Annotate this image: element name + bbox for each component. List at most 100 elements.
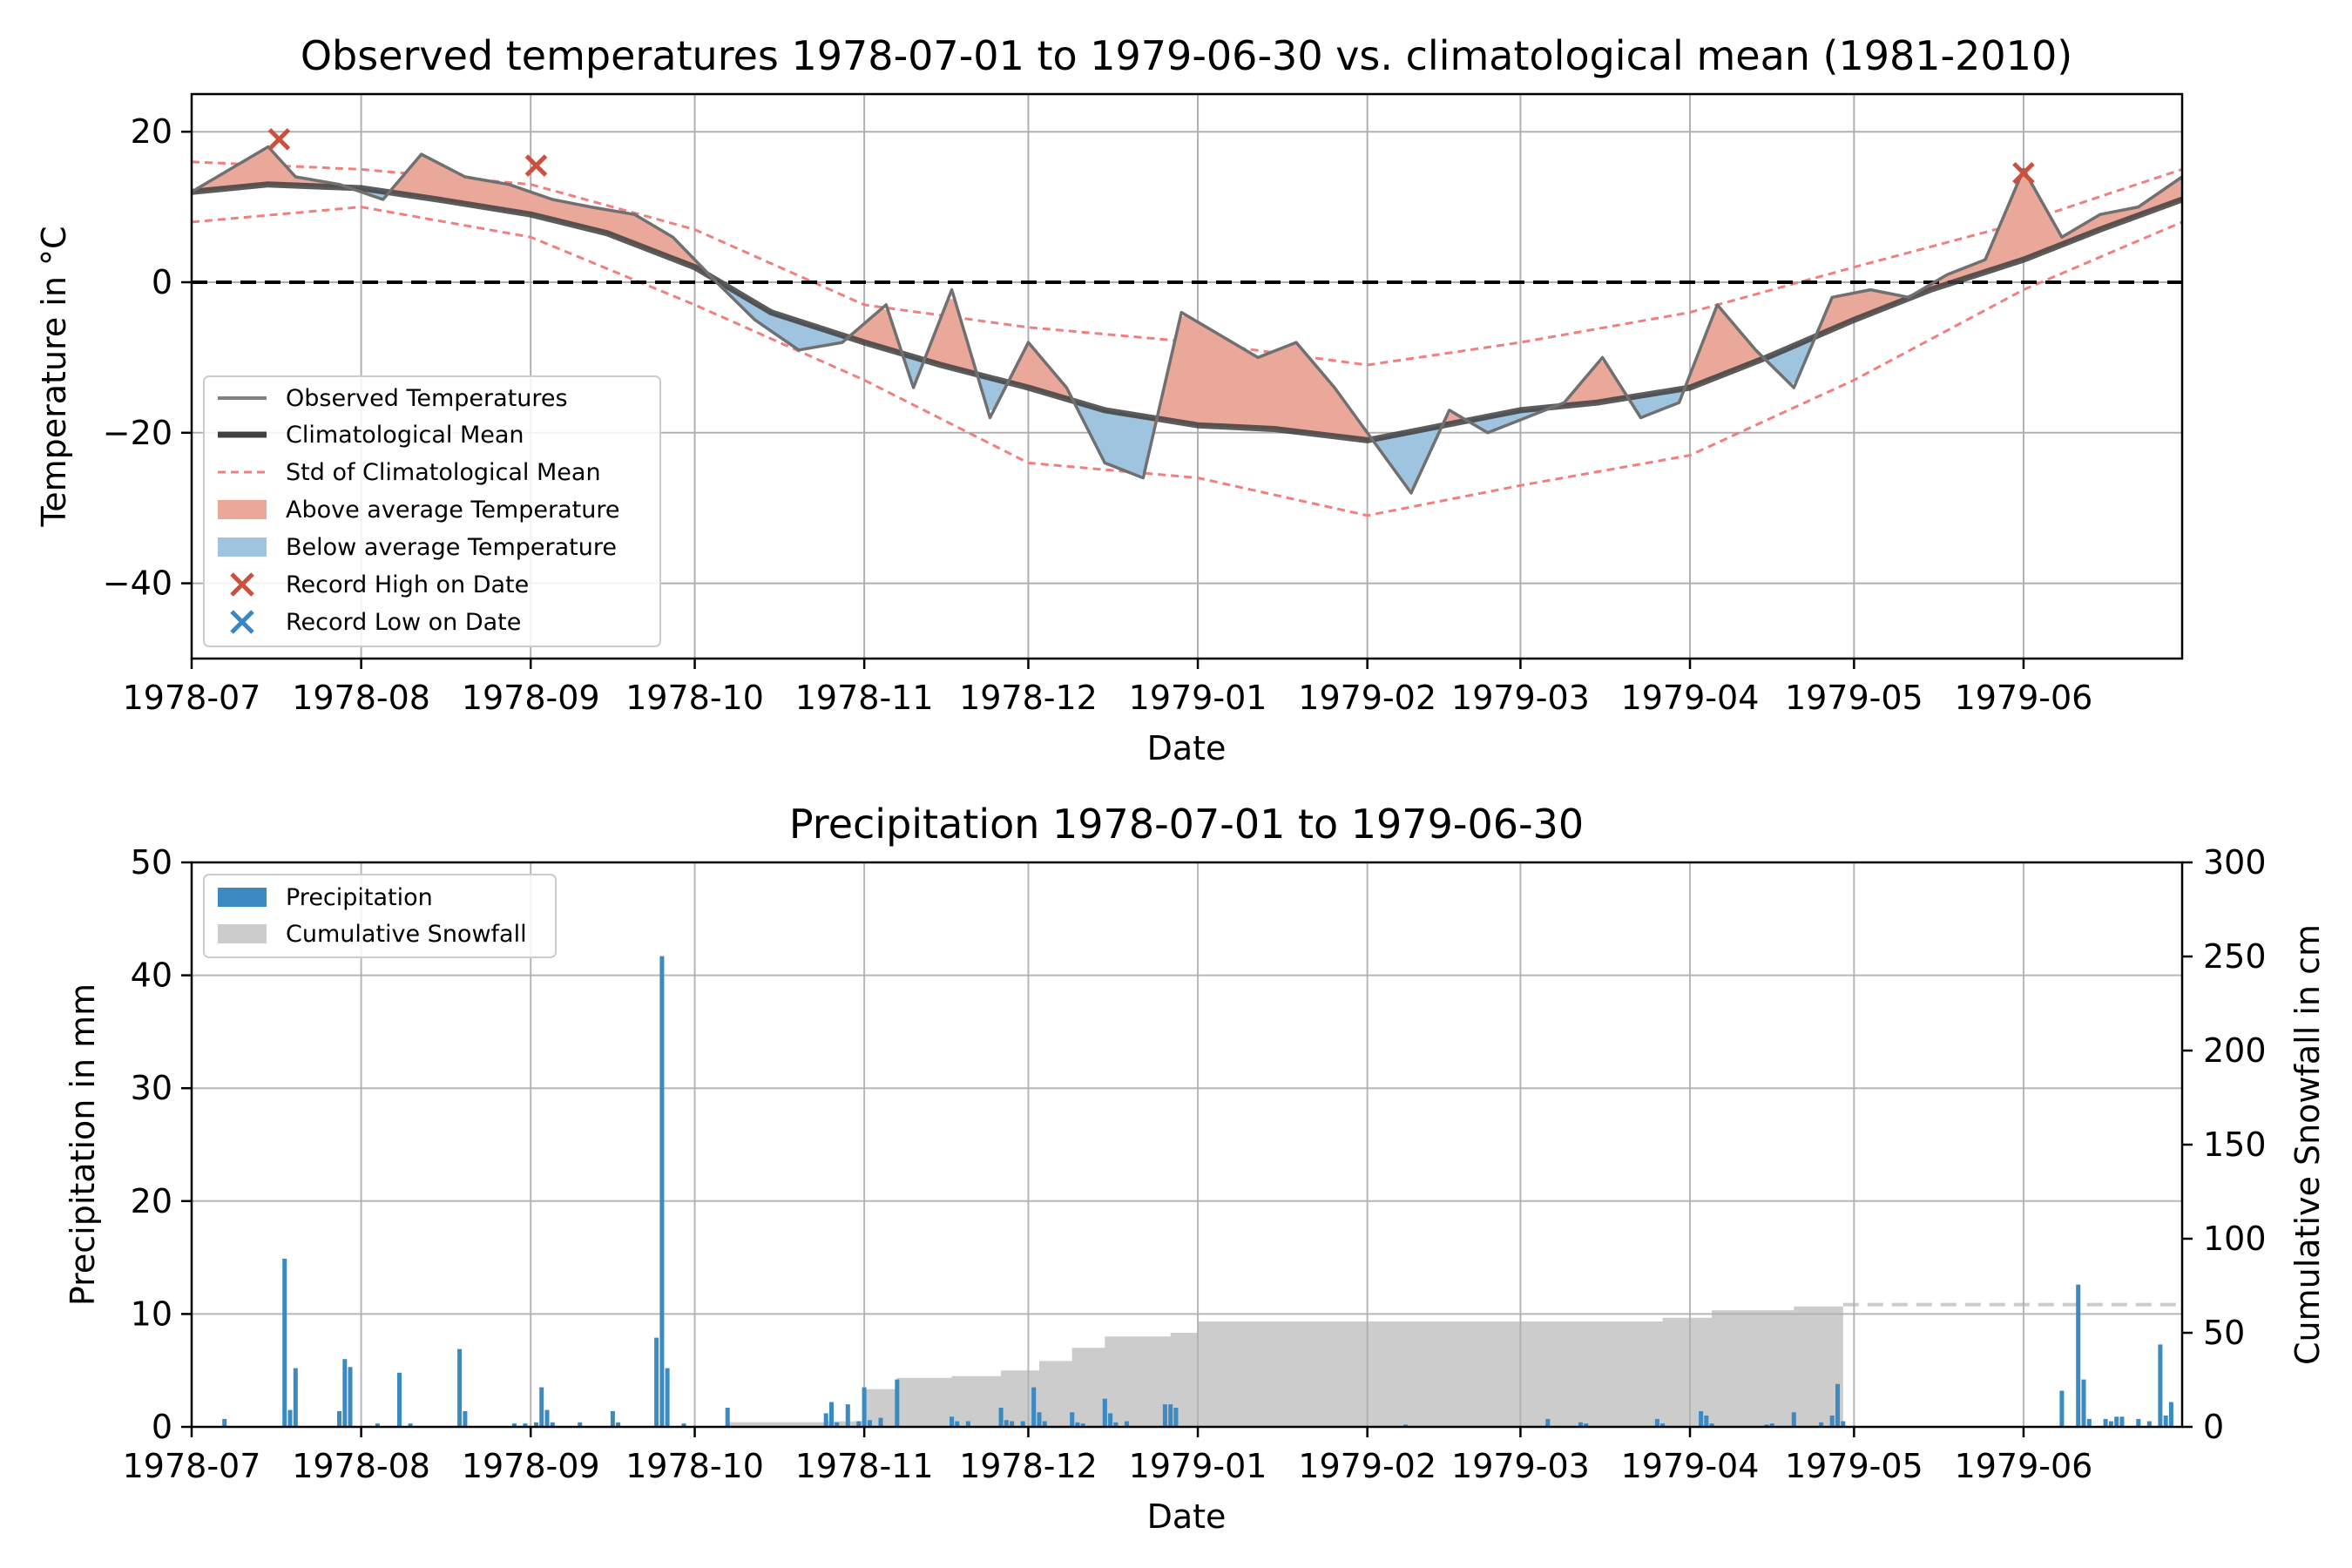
- temperature-chart-title: Observed temperatures 1978-07-01 to 1979…: [301, 32, 2072, 79]
- y2-tick-label: 0: [2203, 1408, 2224, 1446]
- x-tick-label: 1978-11: [795, 1447, 934, 1485]
- above-average-fill: [1233, 341, 1240, 429]
- above-average-fill: [1253, 354, 1260, 429]
- y-tick-label: 30: [131, 1069, 172, 1107]
- x-tick-label: 1979-05: [1785, 1447, 1923, 1485]
- precipitation-bar: [1835, 1383, 1841, 1427]
- precipitation-bar: [222, 1418, 227, 1427]
- above-average-fill: [1193, 318, 1201, 426]
- x-tick-label: 1978-07: [123, 1447, 261, 1485]
- x-tick-label: 1978-11: [795, 679, 934, 717]
- above-average-fill: [416, 154, 425, 199]
- precipitation-bar: [457, 1348, 463, 1427]
- precipitation-bar: [1075, 1422, 1080, 1427]
- above-average-fill: [881, 308, 889, 350]
- precipitation-bar: [408, 1423, 413, 1427]
- below-average-fill: [1106, 409, 1115, 468]
- above-average-fill: [490, 180, 497, 210]
- precipitation-bar: [2086, 1418, 2092, 1427]
- precipitation-bar: [1403, 1424, 1409, 1427]
- y2-tick-label: 50: [2203, 1314, 2245, 1352]
- above-average-fill: [1724, 312, 1732, 375]
- record-high-marker: [2012, 161, 2035, 185]
- precipitation-bar: [2158, 1344, 2163, 1427]
- y-tick-label: −20: [103, 414, 172, 452]
- x-tick-label: 1979-01: [1129, 1447, 1267, 1485]
- y-tick-label: 20: [131, 1182, 172, 1220]
- svg-text:Observed Temperatures: Observed Temperatures: [286, 385, 568, 412]
- above-average-fill: [1239, 346, 1247, 429]
- above-average-fill: [1213, 330, 1221, 427]
- precipitation-panel: Precipitation 1978-07-01 to 1979-06-30 1…: [64, 801, 2327, 1536]
- precipitation-bar: [2103, 1418, 2108, 1427]
- std-line-lower: [191, 206, 2183, 517]
- precipitation-bar: [965, 1421, 970, 1427]
- temperature-y-ticks: 20 0 −20 −40: [103, 112, 192, 603]
- precipitation-y-ticks: 0 10 20 30 40 50: [131, 843, 192, 1446]
- precipitation-bar: [375, 1423, 380, 1427]
- above-average-fill: [1186, 314, 1194, 425]
- precipitation-bar: [511, 1423, 517, 1427]
- above-average-fill: [1306, 353, 1314, 435]
- precipitation-bar: [1829, 1416, 1835, 1427]
- precipitation-bar: [856, 1421, 862, 1427]
- y2-tick-label: 200: [2203, 1031, 2267, 1070]
- precipitation-bar: [2059, 1390, 2065, 1427]
- precipitation-bar: [1031, 1387, 1037, 1427]
- y-tick-label: 0: [152, 263, 172, 301]
- precipitation-legend: Precipitation Cumulative Snowfall: [203, 874, 557, 958]
- svg-text:Above average Temperature: Above average Temperature: [286, 497, 619, 524]
- x-tick-label: 1978-08: [292, 1447, 430, 1485]
- legend-item-std: Std of Climatological Mean: [218, 459, 601, 486]
- above-average-fill: [2022, 169, 2031, 261]
- above-average-fill: [503, 182, 511, 212]
- below-average-fill: [1133, 414, 1141, 478]
- y2-tick-label: 100: [2203, 1220, 2267, 1258]
- precipitation-bar: [1709, 1423, 1714, 1427]
- temperature-legend: Observed Temperatures Climatological Mea…: [203, 375, 661, 647]
- precipitation-bar: [534, 1422, 539, 1427]
- above-average-fill: [496, 181, 504, 211]
- below-average-fill: [1119, 412, 1128, 473]
- temperature-y-axis-label: Temperature in °C: [35, 226, 73, 527]
- precipitation-bar: [1699, 1410, 1704, 1427]
- precipitation-bar: [1841, 1421, 1846, 1427]
- precipitation-bar: [845, 1404, 850, 1427]
- above-average-fill: [429, 158, 438, 200]
- above-average-fill: [456, 172, 464, 205]
- temperature-lines: [191, 145, 2184, 495]
- precipitation-x-ticks: 1978-07 1978-08 1978-09 1978-10 1978-11 1978-…: [123, 1427, 2092, 1485]
- precipitation-bar: [1545, 1418, 1551, 1427]
- precipitation-bar: [2163, 1416, 2168, 1427]
- snowfall-y-axis-label: Cumulative Snowfall in cm: [2288, 924, 2327, 1365]
- temperature-axes-frame: [190, 92, 2184, 660]
- legend-item-record-high: Record High on Date: [230, 571, 529, 598]
- precipitation-bar: [616, 1422, 621, 1427]
- x-tick-label: 1979-01: [1129, 679, 1267, 717]
- precipitation-bar: [1578, 1422, 1584, 1427]
- above-average-fill: [449, 168, 458, 204]
- precipitation-bar: [342, 1359, 348, 1427]
- x-tick-label: 1978-10: [625, 1447, 764, 1485]
- below-average-fill: [1113, 411, 1121, 470]
- below-average-fill: [1405, 430, 1413, 491]
- precipitation-bar: [550, 1422, 555, 1427]
- x-tick-label: 1979-03: [1451, 679, 1590, 717]
- precipitation-bar: [282, 1258, 287, 1427]
- precipitation-bar: [2076, 1284, 2081, 1427]
- x-tick-label: 1978-08: [292, 679, 430, 717]
- y2-tick-label: 150: [2203, 1125, 2267, 1164]
- above-average-fill: [1200, 322, 1207, 427]
- observed-temperature-line: [191, 145, 2183, 495]
- precipitation-bar: [654, 1337, 659, 1427]
- precipitation-bar: [1584, 1423, 1589, 1427]
- above-average-fill: [483, 179, 491, 209]
- cumulative-snowfall-area: [727, 1302, 2182, 1427]
- precipitation-bar: [1819, 1422, 1824, 1427]
- above-average-fill: [1279, 345, 1288, 431]
- y-tick-label: 20: [131, 112, 172, 151]
- precipitation-bar: [1020, 1421, 1025, 1427]
- precipitation-x-axis-label: Date: [1147, 1497, 1227, 1536]
- above-average-fill: [1226, 338, 1234, 428]
